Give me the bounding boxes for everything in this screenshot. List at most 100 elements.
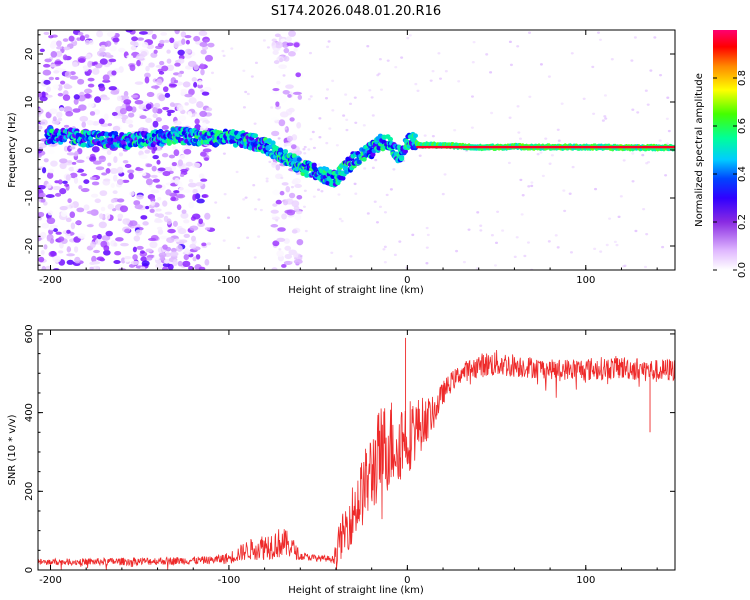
spectrogram-noise-cell <box>91 146 100 153</box>
spectrogram-noise-cell <box>54 60 64 65</box>
spectrogram-carrier-cell <box>291 153 297 159</box>
spectrogram-noise-cell <box>145 65 150 72</box>
spectrogram-noise-cell <box>89 266 94 270</box>
spectrogram-noise-cell <box>113 260 121 265</box>
spectrogram-noise-cell <box>645 162 649 165</box>
spectrogram-noise-cell <box>302 148 306 151</box>
spectrogram-noise-cell <box>317 188 321 191</box>
spectrogram-noise-cell <box>43 244 48 250</box>
colorbar-label: Normalized spectral amplitude <box>694 73 705 227</box>
spectrogram-noise-cell <box>457 80 461 83</box>
spectrogram-noise-cell <box>411 233 415 237</box>
spectrogram-noise-cell <box>283 45 287 48</box>
spectrogram-noise-cell <box>103 245 110 252</box>
spectrogram-noise-cell <box>425 246 429 249</box>
spectrogram-noise-cell <box>331 79 335 83</box>
spectrogram-noise-cell <box>156 226 163 231</box>
spectrogram-noise-cell <box>171 162 178 167</box>
spectrogram-noise-cell <box>118 47 126 53</box>
spectrogram-noise-cell <box>101 96 110 101</box>
spectrogram-noise-cell <box>166 218 172 225</box>
spectrogram-noise-cell <box>47 149 55 155</box>
snr-y-ticks: 0 200 400 600 <box>24 324 675 573</box>
spectrogram-noise-cell <box>50 143 58 147</box>
spectrogram-noise-cell <box>527 185 531 188</box>
spectrogram-noise-cell <box>288 51 296 57</box>
spectrogram-noise-cell <box>43 63 51 68</box>
spectrogram-noise-cell <box>96 50 105 57</box>
spectrogram-noise-cell <box>641 153 645 157</box>
spectrogram-noise-cell <box>309 137 313 141</box>
spectrogram-noise-cell <box>169 102 175 107</box>
spectrogram-noise-cell <box>43 79 51 85</box>
spectrogram-noise-cell <box>115 237 124 242</box>
spectrogram-noise-cell <box>539 151 543 154</box>
spectrogram-noise-cell <box>307 97 311 101</box>
spectrogram-noise-cell <box>634 229 638 233</box>
spectrogram-noise-cell <box>547 240 551 243</box>
spectrogram-noise-cell <box>65 232 71 240</box>
spectrogram-noise-cell <box>371 114 375 117</box>
spectrogram-noise-cell <box>325 141 329 145</box>
spectrogram-noise-cell <box>653 36 657 39</box>
spectrogram-noise-cell <box>275 199 282 205</box>
spectrogram-noise-cell <box>290 185 294 189</box>
spectrogram-noise-cell <box>330 251 334 254</box>
spectrogram-noise-cell <box>375 221 379 224</box>
spectrogram-noise-cell <box>162 200 168 207</box>
spectrogram-noise-cell <box>182 260 191 268</box>
spectrogram-noise-cell <box>91 181 100 186</box>
spectrogram-noise-cell <box>145 205 150 210</box>
spectrogram-noise-cell <box>132 246 137 253</box>
spectrogram-noise-cell <box>124 228 130 234</box>
spectrogram-noise-cell <box>66 246 71 253</box>
spectrogram-noise-cell <box>145 178 153 186</box>
spectrogram-noise-cell <box>99 58 108 65</box>
spectrogram-noise-cell <box>127 169 135 174</box>
spectrogram-noise-cell <box>523 254 527 258</box>
spectrogram-noise-cell <box>196 101 204 108</box>
spectrogram-noise-cell <box>92 121 100 126</box>
spectrogram-noise-cell <box>290 144 297 150</box>
spectrogram-noise-cell <box>113 242 118 247</box>
spectrogram-noise-cell <box>49 108 58 115</box>
spectrogram-carrier-peak <box>416 145 675 149</box>
spectrogram-noise-cell <box>517 131 521 134</box>
spectrogram-noise-cell <box>146 91 155 97</box>
spectrogram-noise-cell <box>353 182 357 186</box>
spectrogram-noise-cell <box>591 65 595 69</box>
spectrogram-noise-cell <box>66 259 74 265</box>
spectrogram-noise-cell <box>320 190 324 193</box>
spectrogram-noise-cell <box>548 162 552 165</box>
spectrogram-noise-cell <box>490 234 494 237</box>
spectrogram-noise-cell <box>195 254 201 260</box>
spectrogram-noise-cell <box>192 188 198 194</box>
spectrogram-noise-cell <box>194 118 200 125</box>
spectrogram-noise-cell <box>293 257 297 260</box>
snr-x-tick-label: 100 <box>576 575 595 586</box>
spectrogram-noise-cell <box>39 95 48 102</box>
spectrogram-noise-cell <box>146 163 153 168</box>
spectrogram-noise-cell <box>279 57 284 63</box>
spectrogram-noise-cell <box>143 188 149 195</box>
spectrogram-noise-cell <box>582 97 586 100</box>
spectrogram-noise-cell <box>84 34 90 39</box>
spectrogram-noise-cell <box>191 235 196 242</box>
spectrogram-noise-cell <box>349 255 353 258</box>
spectrogram-noise-cell <box>198 173 205 179</box>
spectrogram-noise-cell <box>110 182 115 188</box>
spectrogram-noise-cell <box>394 65 398 69</box>
spectrogram-noise-cell <box>129 220 138 227</box>
spectrogram-noise-cell <box>326 88 330 91</box>
spectrogram-noise-cell <box>182 189 191 193</box>
spectrogram-noise-cell <box>246 236 250 239</box>
spectrogram-noise-cell <box>164 211 173 215</box>
spectrogram-noise-cell <box>113 32 120 38</box>
spectrogram-noise-cell <box>118 152 124 157</box>
spectrogram-noise-cell <box>174 177 180 185</box>
spectrogram-noise-cell <box>242 106 246 109</box>
spectrogram-noise-cell <box>266 46 270 49</box>
spectrogram-x-tick-label: -100 <box>218 275 241 286</box>
spectrogram-noise-cell <box>272 88 280 92</box>
